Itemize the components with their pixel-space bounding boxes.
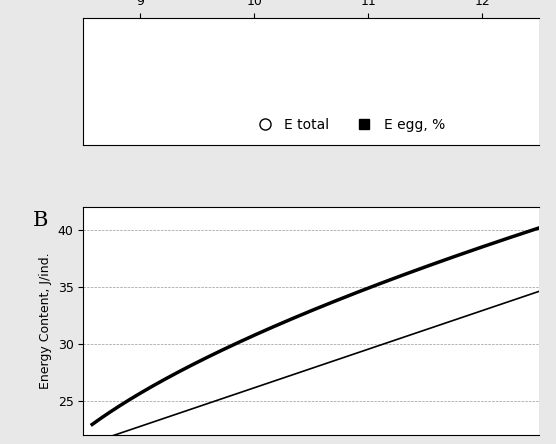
Text: B: B: [33, 211, 48, 230]
Y-axis label: Energy Content, J/ind.: Energy Content, J/ind.: [39, 253, 52, 389]
Legend: E total, E egg, %: E total, E egg, %: [245, 113, 450, 138]
